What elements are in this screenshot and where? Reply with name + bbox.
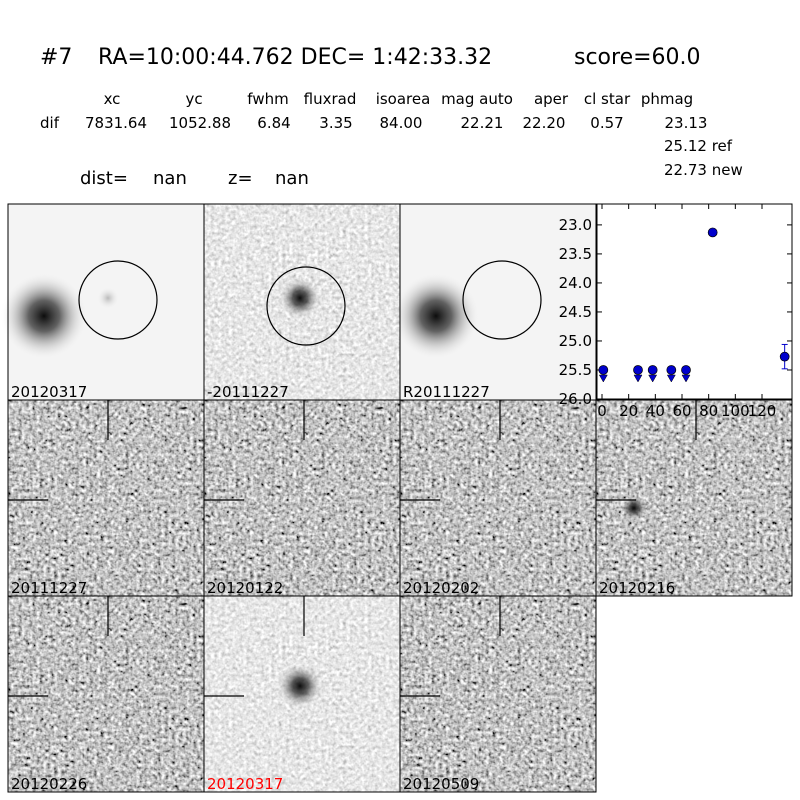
cell: 22.20 xyxy=(523,114,566,132)
stamp-label: 20120317 xyxy=(11,383,87,401)
source xyxy=(96,286,120,310)
stamp: 20120122 xyxy=(203,399,401,597)
cell: 23.13 xyxy=(665,114,708,132)
plot-background xyxy=(597,204,792,399)
stamp-noise xyxy=(400,400,596,596)
data-point xyxy=(633,365,643,375)
source xyxy=(278,276,322,320)
coordinates: RA=10:00:44.762 DEC= 1:42:33.32 xyxy=(98,45,492,70)
upper-limit-arrow xyxy=(666,374,676,383)
data-point xyxy=(598,365,609,375)
column-header: fluxrad xyxy=(304,90,357,108)
galaxy xyxy=(392,272,480,360)
column-header: xc xyxy=(104,90,121,108)
data-point xyxy=(681,365,691,375)
y-tick-label: 26.0 xyxy=(559,390,592,408)
x-tick-label: 80 xyxy=(699,402,718,420)
x-tick-label: 100 xyxy=(721,402,750,420)
cell: 1052.88 xyxy=(169,114,231,132)
cell: 3.35 xyxy=(319,114,352,132)
stamp: 20120216 xyxy=(595,399,793,597)
column-header: cl star xyxy=(584,90,631,108)
stamp-label: 20120317 xyxy=(207,775,283,793)
y-tick-label: 23.5 xyxy=(559,245,592,263)
stamp-label: 20120509 xyxy=(403,775,479,793)
stamp-label: -20111227 xyxy=(207,383,289,401)
column-header: yc xyxy=(185,90,202,108)
ref-mag: 25.12 ref xyxy=(664,137,733,155)
data-point xyxy=(707,227,718,238)
stamp-label: 20120226 xyxy=(11,775,87,793)
column-header: isoarea xyxy=(376,90,431,108)
y-tick-label: 25.5 xyxy=(559,361,592,379)
z-label: z= xyxy=(228,168,253,189)
stamp-label: 20111227 xyxy=(11,579,87,597)
object-id: #7 xyxy=(40,45,72,70)
stamp: -20111227 xyxy=(203,203,401,401)
photometry-table: dif 25.12 ref 22.73 new xc 7831.64 yc 1052.… xyxy=(40,90,743,179)
y-tick-label: 24.0 xyxy=(559,274,592,292)
upper-limit-arrow xyxy=(598,374,608,383)
data-point xyxy=(666,365,677,375)
x-tick-label: 20 xyxy=(619,402,638,420)
stamp: R20111227 xyxy=(392,203,597,401)
stamp-frame xyxy=(399,595,597,793)
stamp-label: 20120216 xyxy=(599,579,675,597)
stamp: 20120509 xyxy=(399,595,597,793)
stamp-label: 20120122 xyxy=(207,579,283,597)
cell: 84.00 xyxy=(380,114,423,132)
column-header: fwhm xyxy=(247,90,288,108)
dist-value: nan xyxy=(153,168,187,189)
column-header: mag auto xyxy=(441,90,513,108)
cell: 22.21 xyxy=(461,114,504,132)
column-header: phmag xyxy=(641,90,693,108)
source xyxy=(620,494,648,522)
source xyxy=(276,662,324,710)
z-value: nan xyxy=(275,168,309,189)
data-point xyxy=(647,365,658,375)
data-point xyxy=(779,351,790,362)
aperture xyxy=(462,260,542,340)
upper-limit-arrow xyxy=(681,374,691,383)
cell: 6.84 xyxy=(257,114,290,132)
x-tick-label: 120 xyxy=(748,402,777,420)
y-tick-label: 24.5 xyxy=(559,303,592,321)
cell: 0.57 xyxy=(590,114,623,132)
x-tick-label: 60 xyxy=(672,402,691,420)
light-curve: 23.0 23.5 24.0 24.5 25.0 25.5 26.0 0 20 40 60 80 100… xyxy=(559,203,793,420)
stamp-label: 20120202 xyxy=(403,579,479,597)
cell: 7831.64 xyxy=(85,114,147,132)
x-tick-label: 40 xyxy=(646,402,665,420)
column-header: aper xyxy=(534,90,569,108)
new-mag: 22.73 new xyxy=(664,161,743,179)
dist-label: dist= xyxy=(80,168,128,189)
y-tick-label: 23.0 xyxy=(559,216,592,234)
stamp-noise xyxy=(400,596,596,792)
aperture xyxy=(266,266,346,346)
aperture xyxy=(78,260,158,340)
plot-frame xyxy=(596,203,793,400)
y-tick-label: 25.0 xyxy=(559,332,592,350)
stamp-noise xyxy=(204,400,400,596)
score: score=60.0 xyxy=(574,45,701,70)
stamp: 20120317 xyxy=(203,595,401,793)
upper-limit-arrow xyxy=(648,374,658,383)
galaxy xyxy=(0,272,88,360)
stamp: 20111227 xyxy=(7,399,205,597)
upper-limit-arrow xyxy=(633,374,643,383)
stamp-label: R20111227 xyxy=(403,383,490,401)
stamp-noise xyxy=(8,596,204,792)
stamp: 20120202 xyxy=(399,399,597,597)
stamp-frame xyxy=(595,399,793,597)
stamp-noise xyxy=(8,400,204,596)
stamp: 20120226 xyxy=(7,595,205,793)
row-label: dif xyxy=(40,114,60,132)
stamp: 20120317 xyxy=(0,203,205,401)
x-tick-label: 0 xyxy=(597,402,607,420)
